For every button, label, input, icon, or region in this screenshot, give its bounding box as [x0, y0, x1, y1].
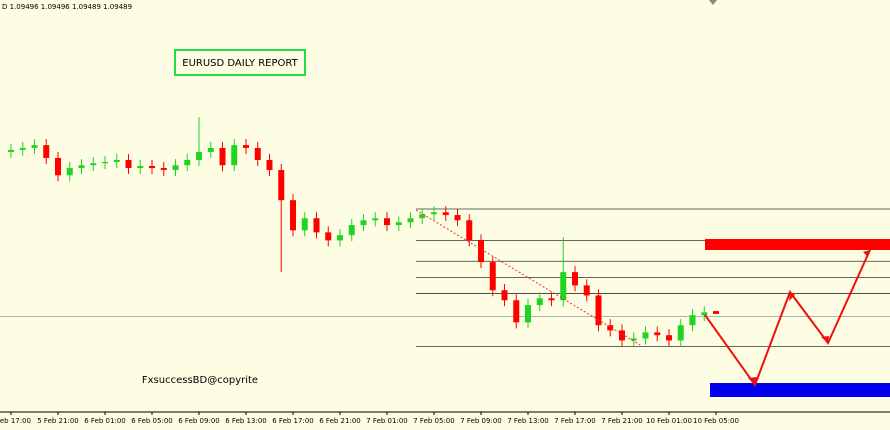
x-tick-label: 6 Feb 05:00	[131, 417, 172, 425]
x-tick-label: 6 Feb 13:00	[225, 417, 266, 425]
candle-body	[160, 168, 167, 171]
candle-body	[360, 220, 367, 226]
candle-body	[513, 300, 520, 323]
x-tick-label: 5 Feb 21:00	[37, 417, 78, 425]
candle-body	[572, 272, 578, 286]
candle-body	[19, 147, 26, 150]
candle-body	[677, 325, 684, 341]
candle-body	[43, 145, 50, 158]
candle-body	[595, 295, 602, 326]
candle-body	[619, 330, 625, 341]
price-header: D 1.09496 1.09496 1.09489 1.09489	[2, 3, 132, 11]
candle-body	[454, 215, 461, 221]
candle-body	[384, 218, 390, 226]
candle-body	[478, 240, 484, 263]
title-box	[174, 49, 306, 76]
scroll-marker	[709, 0, 717, 5]
watermark: FxsuccessBD@copyrite	[142, 375, 258, 386]
candle-body	[348, 225, 355, 236]
x-tick-label: 7 Feb 17:00	[554, 417, 595, 425]
candle-body	[8, 149, 14, 152]
candle-body	[607, 325, 614, 331]
x-tick-label: 7 Feb 05:00	[413, 417, 454, 425]
candle-body	[31, 145, 38, 148]
x-tick-label: 7 Feb 09:00	[460, 417, 501, 425]
candle-body	[525, 305, 531, 323]
candle-body	[184, 159, 191, 166]
candle-body	[654, 332, 661, 336]
x-tick-label: 10 Feb 05:00	[693, 417, 739, 425]
candle-body	[442, 212, 449, 216]
candle-body	[231, 145, 238, 166]
support-zone	[710, 383, 890, 397]
candle-body	[207, 147, 214, 152]
plot-layer: Feb 17:00 5 Feb 21:00 6 Feb 01:00 6 Feb 05:…	[0, 116, 890, 425]
candle-body	[337, 235, 343, 241]
candle-body	[290, 200, 296, 231]
candle-body	[666, 335, 672, 341]
candle-body	[90, 163, 97, 166]
candle-body	[78, 165, 85, 169]
x-tick-label: 7 Feb 21:00	[601, 417, 642, 425]
candle-body	[419, 214, 426, 219]
chart-title: EURUSD DAILY REPORT	[182, 58, 298, 69]
trend-line	[415, 209, 641, 346]
x-tick-label: Feb 17:00	[0, 417, 31, 425]
candle-body	[66, 168, 73, 176]
x-tick-label: 6 Feb 17:00	[272, 417, 313, 425]
candle-body	[466, 220, 473, 241]
resistance-zone	[705, 239, 890, 250]
candle-body	[489, 262, 496, 291]
candle-body	[219, 147, 226, 166]
candle-body	[689, 315, 696, 326]
candle-body	[501, 290, 508, 301]
x-tick-label: 7 Feb 13:00	[507, 417, 548, 425]
candle-body	[113, 159, 120, 162]
candle-body	[536, 298, 543, 306]
candle-body	[407, 218, 414, 223]
candle-body	[125, 159, 132, 169]
candle-body	[642, 332, 649, 339]
x-tick-label: 7 Feb 01:00	[366, 417, 407, 425]
candle-body	[395, 222, 402, 226]
candle-body	[137, 166, 144, 169]
candle-body	[254, 147, 261, 160]
x-tick-label: 10 Feb 01:00	[646, 417, 692, 425]
candle-body	[243, 145, 249, 148]
candle-body	[301, 218, 308, 231]
candle-body	[102, 161, 108, 164]
candle-body	[196, 151, 202, 160]
candle-body	[372, 218, 379, 221]
candle-body	[583, 285, 590, 296]
candle-body	[278, 170, 285, 201]
candle-body	[713, 311, 719, 314]
candle-body	[548, 298, 555, 301]
candle-body	[266, 159, 273, 171]
candle-body	[560, 272, 567, 301]
candle-body	[55, 157, 61, 176]
candle-body	[172, 165, 179, 171]
candle-body	[313, 218, 320, 233]
candle-body	[431, 212, 437, 215]
candle-body	[149, 166, 155, 169]
x-tick-label: 6 Feb 21:00	[319, 417, 360, 425]
candle-body	[630, 338, 637, 341]
x-tick-label: 6 Feb 01:00	[84, 417, 125, 425]
x-tick-label: 6 Feb 09:00	[178, 417, 219, 425]
candle-body	[325, 232, 332, 241]
candle-body	[701, 312, 708, 316]
